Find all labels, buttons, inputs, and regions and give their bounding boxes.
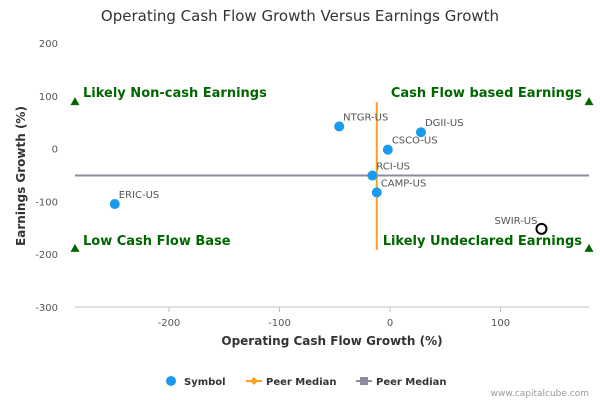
data-point bbox=[415, 127, 426, 138]
data-point-label: DGII-US bbox=[425, 118, 464, 129]
quadrant-marker-triangle bbox=[70, 97, 80, 106]
y-axis-title: Earnings Growth (%) bbox=[14, 106, 28, 246]
quadrant-label-top-right: Cash Flow based Earnings bbox=[391, 86, 582, 101]
quadrant-label-bottom-left: Low Cash Flow Base bbox=[83, 234, 231, 249]
quadrant-marker-triangle bbox=[584, 97, 594, 106]
y-tick-label: -200 bbox=[35, 250, 58, 261]
x-axis-title: Operating Cash Flow Growth (%) bbox=[221, 334, 442, 348]
legend-label: Peer Median bbox=[376, 377, 447, 388]
x-tick-label: 100 bbox=[491, 318, 510, 329]
credit-text: www.capitalcube.com bbox=[491, 389, 589, 399]
data-point-label: ERIC-US bbox=[119, 190, 159, 201]
data-point bbox=[334, 121, 345, 132]
highlighted-data-point bbox=[535, 222, 548, 235]
chart-title: Operating Cash Flow Growth Versus Earnin… bbox=[101, 7, 499, 25]
x-tick-label: -100 bbox=[268, 318, 291, 329]
legend-diamond-icon bbox=[250, 377, 258, 385]
data-point-label: NTGR-US bbox=[343, 112, 388, 123]
data-point-label: CSCO-US bbox=[392, 136, 438, 147]
legend: Symbol Peer Median Peer Median bbox=[166, 376, 447, 388]
y-tick-label: 0 bbox=[52, 145, 58, 156]
legend-label: Symbol bbox=[184, 377, 226, 388]
legend-label: Peer Median bbox=[266, 377, 337, 388]
x-tick-label: 0 bbox=[387, 318, 393, 329]
y-tick-label: -100 bbox=[35, 197, 58, 208]
data-point bbox=[367, 170, 378, 181]
data-point bbox=[109, 199, 120, 210]
x-tick-label: -200 bbox=[158, 318, 181, 329]
data-point bbox=[371, 187, 382, 198]
data-point bbox=[382, 144, 393, 155]
y-tick-label: 100 bbox=[39, 92, 58, 103]
quadrant-marker-triangle bbox=[584, 243, 594, 252]
quadrant-marker-triangle bbox=[70, 243, 80, 252]
legend-symbol-dot-icon bbox=[166, 376, 176, 386]
data-point-label: CAMP-US bbox=[381, 178, 427, 189]
data-point-label: RCI-US bbox=[376, 162, 410, 173]
highlighted-point-label: SWIR-US bbox=[494, 216, 537, 227]
plot-area: 200 100 0 -100 -200 -300 -200 -100 0 100 Likely No… bbox=[35, 39, 594, 329]
quadrant-label-bottom-right: Likely Undeclared Earnings bbox=[383, 234, 583, 249]
quadrant-label-top-left: Likely Non-cash Earnings bbox=[83, 86, 267, 101]
y-tick-label: -300 bbox=[35, 303, 58, 314]
legend-square-icon bbox=[360, 377, 368, 385]
y-tick-label: 200 bbox=[39, 39, 58, 50]
